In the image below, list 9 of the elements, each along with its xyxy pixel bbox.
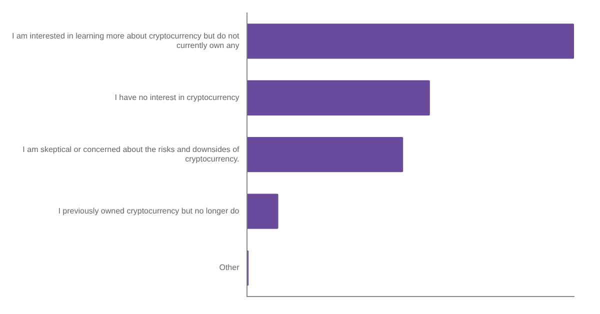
y-tick-label: I previously owned cryptocurrency but no longer do bbox=[58, 206, 240, 216]
y-tick-label: I have no interest in cryptocurrency bbox=[114, 93, 240, 102]
bar bbox=[247, 80, 430, 116]
y-tick-label: Other bbox=[219, 263, 240, 272]
y-tick-label: I am skeptical or concerned about the risks and downsides of cryptocurrency. bbox=[22, 145, 240, 164]
bar bbox=[247, 137, 404, 172]
y-tick-label: I am interested in learning more about cryptocurrency but do not currently own any bbox=[12, 32, 240, 50]
bar bbox=[247, 24, 574, 59]
bar bbox=[247, 194, 278, 229]
